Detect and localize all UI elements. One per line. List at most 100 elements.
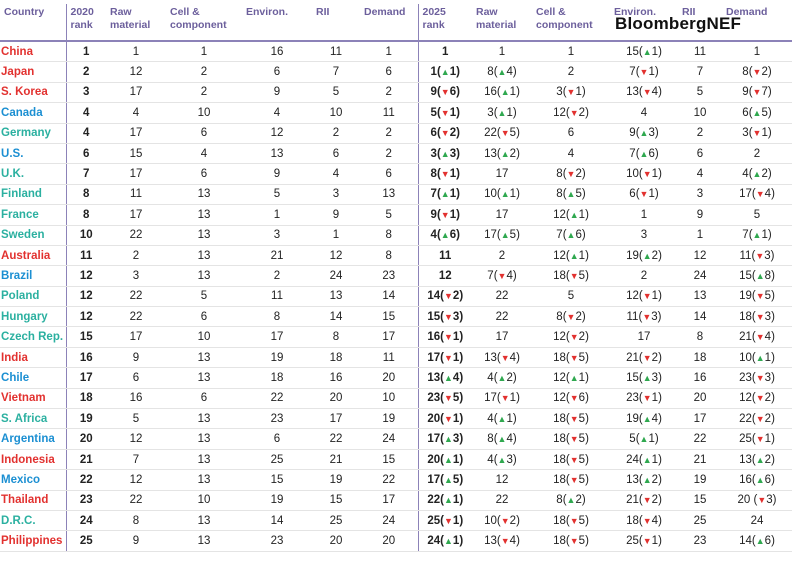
rank-cell: 21 <box>66 449 106 471</box>
change-arrow: ▼ <box>752 128 762 139</box>
rank-cell: 7(▲6) <box>610 143 678 165</box>
rank-cell: 4(▲2) <box>472 367 532 389</box>
rank-cell: 25(▼1) <box>610 530 678 552</box>
rank-cell: 21(▼2) <box>610 347 678 369</box>
rank-cell: 8 <box>360 245 419 267</box>
country-cell: Thailand <box>0 490 67 511</box>
table-row: Finland 8 11 13 5 3 13 7(▲1) 10(▲1) 8(▲5) 6(▼1) 3 17… <box>0 184 792 206</box>
rank-cell: 19 <box>242 490 312 511</box>
rank-cell: 12 <box>66 306 106 328</box>
change-arrow: ▼ <box>752 87 762 98</box>
rank-cell: 1 <box>722 41 792 63</box>
rank-cell: 6 <box>360 163 419 185</box>
rank-cell: 13 <box>166 347 242 369</box>
change-arrow: ▼ <box>569 454 579 465</box>
rank-cell: 13(▲2) <box>722 449 792 471</box>
rank-cell: 23(▼5) <box>418 388 472 410</box>
change-arrow: ▼ <box>639 67 649 78</box>
change-arrow: ▼ <box>566 169 576 180</box>
change-arrow: ▼ <box>642 311 652 322</box>
rank-cell: 22 <box>312 428 360 450</box>
rank-cell: 3 <box>106 265 166 287</box>
rank-cell: 2 <box>360 123 419 144</box>
rank-cell: 12 <box>472 469 532 491</box>
change-arrow: ▼ <box>642 291 652 302</box>
rank-cell: 1 <box>472 41 532 63</box>
rank-cell: 16 <box>242 41 312 63</box>
rank-cell: 13(▼4) <box>472 347 532 369</box>
rank-cell: 1 <box>166 41 242 63</box>
rank-cell: 15 <box>106 143 166 165</box>
change-arrow: ▲ <box>752 107 762 118</box>
rank-cell: 17(▲5) <box>472 225 532 246</box>
rank-cell: 18(▼4) <box>610 510 678 532</box>
rank-cell: 5 <box>532 286 610 308</box>
change-arrow: ▲ <box>566 495 576 506</box>
rank-cell: 17 <box>106 123 166 144</box>
rank-cell: 25(▼1) <box>418 510 472 532</box>
rank-cell: 24 <box>66 510 106 532</box>
rank-cell: 14(▲6) <box>722 530 792 552</box>
rank-cell: 19 <box>66 408 106 430</box>
change-arrow: ▼ <box>569 332 579 343</box>
rank-cell: 11 <box>360 102 419 124</box>
table-row: Canada 4 4 10 4 10 11 5(▼1) 3(▲1) 12(▼2) 4 10 6(▲5) <box>0 102 792 124</box>
column-header: RII <box>678 4 722 42</box>
country-cell: Japan <box>0 61 67 83</box>
rank-cell: 8(▼1) <box>418 163 472 185</box>
change-arrow: ▼ <box>440 169 450 180</box>
rank-cell: 10 <box>166 490 242 511</box>
rank-cell: 10 <box>360 388 419 410</box>
rank-cell: 6 <box>532 123 610 144</box>
rank-cell: 4(▲2) <box>722 163 792 185</box>
rank-cell: 13(▲2) <box>472 143 532 165</box>
rank-cell: 22 <box>66 469 106 491</box>
rank-cell: 9(▼6) <box>418 82 472 104</box>
rank-cell: 22 <box>106 306 166 328</box>
rank-cell: 11 <box>66 245 106 267</box>
rank-cell: 9(▲3) <box>610 123 678 144</box>
rank-cell: 18(▼3) <box>722 306 792 328</box>
rank-cell: 23 <box>678 530 722 552</box>
logo: BloombergNEF <box>615 14 742 33</box>
rank-cell: 4 <box>532 143 610 165</box>
change-arrow: ▼ <box>569 434 579 445</box>
rank-cell: 22 <box>106 286 166 308</box>
rank-cell: 20 <box>66 428 106 450</box>
column-header: Raw material <box>106 4 166 42</box>
rank-cell: 24 <box>312 265 360 287</box>
rank-cell: 7 <box>312 61 360 83</box>
column-header: Cell & component <box>166 4 242 42</box>
rank-cell: 11 <box>418 245 472 267</box>
table-row: France 8 17 13 1 9 5 9(▼1) 17 12(▲1) 1 9 5 <box>0 204 792 226</box>
change-arrow: ▼ <box>440 87 450 98</box>
rank-cell: 8 <box>242 306 312 328</box>
rank-cell: 15 <box>360 449 419 471</box>
country-cell: Philippines <box>0 530 67 552</box>
change-arrow: ▲ <box>639 148 649 159</box>
rank-cell: 22 <box>472 306 532 328</box>
rank-cell: 17 <box>242 326 312 348</box>
rank-cell: 8 <box>66 204 106 226</box>
change-arrow: ▼ <box>569 515 579 526</box>
table-row: Czech Rep. 15 17 10 17 8 17 16(▼1) 17 12(▼2) 17 8 21… <box>0 326 792 348</box>
rank-cell: 6 <box>678 143 722 165</box>
rank-cell: 13 <box>678 286 722 308</box>
rank-cell: 16 <box>106 388 166 410</box>
rank-cell: 22(▲1) <box>418 490 472 511</box>
rank-cell: 19(▲4) <box>610 408 678 430</box>
rank-cell: 22(▼5) <box>472 123 532 144</box>
change-arrow: ▲ <box>642 250 652 261</box>
rank-cell: 8 <box>678 326 722 348</box>
rank-cell: 7(▼4) <box>472 265 532 287</box>
change-arrow: ▼ <box>642 515 652 526</box>
rank-cell: 12(▼2) <box>532 326 610 348</box>
rank-cell: 8(▲2) <box>532 490 610 511</box>
rank-cell: 5 <box>106 408 166 430</box>
change-arrow: ▼ <box>642 536 652 547</box>
rank-cell: 16 <box>66 347 106 369</box>
rank-cell: 18 <box>312 347 360 369</box>
rank-cell: 12(▲1) <box>532 204 610 226</box>
country-cell: France <box>0 204 67 226</box>
change-arrow: ▲ <box>497 454 507 465</box>
